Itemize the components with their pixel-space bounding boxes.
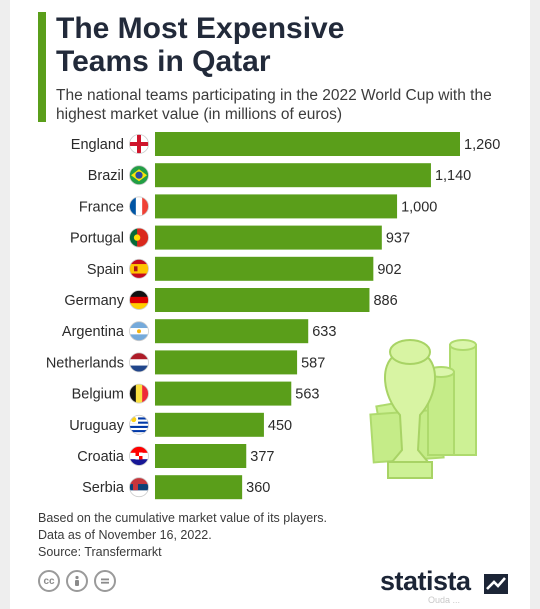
bar: [155, 381, 292, 406]
flag-netherlands-icon: [129, 352, 149, 373]
value-label: 450: [268, 418, 292, 434]
title-line-1: The Most Expensive: [56, 12, 345, 45]
footnote-source: Source: Transfermarkt: [38, 545, 162, 559]
value-label: 633: [312, 324, 336, 340]
flag-england-icon: [129, 134, 149, 154]
footnote-date: Data as of November 16, 2022.: [38, 528, 212, 542]
flag-spain-icon: [129, 258, 149, 279]
bar-chart: England 1,260 Brazil 1,140 France 1,000 Portug…: [46, 132, 500, 500]
title-line-2: Teams in Qatar: [56, 45, 271, 78]
category-label: Netherlands: [46, 355, 124, 371]
flag-uruguay-icon: [129, 414, 149, 435]
bar: [155, 163, 431, 188]
flag-argentina-icon: [129, 321, 149, 342]
category-label: Germany: [64, 293, 124, 309]
bar: [155, 225, 382, 250]
category-label: Belgium: [72, 387, 124, 403]
value-label: 587: [301, 355, 325, 371]
license-icons: cc: [38, 570, 116, 592]
bar: [155, 319, 309, 344]
bar: [155, 132, 460, 156]
title-accent-bar: [38, 12, 46, 122]
flag-serbia-icon: [129, 477, 149, 498]
flag-portugal-icon: [129, 227, 149, 248]
value-label: 886: [373, 293, 397, 309]
value-label: 937: [386, 231, 410, 247]
value-label: 377: [250, 449, 274, 465]
category-label: Serbia: [82, 480, 125, 496]
bar: [155, 444, 247, 468]
value-label: 1,140: [435, 168, 471, 184]
bar: [155, 194, 398, 219]
cc-icon[interactable]: cc: [38, 570, 60, 592]
bar: [155, 256, 374, 281]
nd-icon[interactable]: [94, 570, 116, 592]
value-label: 902: [377, 262, 401, 278]
bar: [155, 475, 243, 500]
value-label: 1,000: [401, 199, 437, 215]
bar: [155, 288, 370, 312]
watermark-text: Ouda ...: [428, 595, 461, 605]
by-icon[interactable]: [66, 570, 88, 592]
statista-logo-icon: [484, 574, 508, 594]
chart-title: The Most Expensive Teams in Qatar: [56, 12, 516, 78]
category-label: Brazil: [88, 168, 124, 184]
flag-belgium-icon: [129, 383, 149, 404]
trophy-money-icon: [369, 339, 477, 479]
category-label: France: [79, 199, 124, 215]
chart-subtitle: The national teams participating in the …: [56, 87, 492, 123]
bar: [155, 350, 298, 375]
value-label: 563: [295, 387, 319, 403]
statista-logo[interactable]: statista: [380, 566, 471, 596]
flag-croatia-icon: [129, 446, 149, 466]
flag-germany-icon: [129, 290, 149, 310]
footnotes: Based on the cumulative market value of …: [38, 510, 368, 561]
flag-brazil-icon: [129, 165, 149, 186]
frame-right: [530, 0, 540, 609]
value-label: 360: [246, 480, 270, 496]
category-label: England: [71, 137, 124, 153]
frame-left: [0, 0, 10, 609]
footnote-method: Based on the cumulative market value of …: [38, 511, 328, 525]
category-label: Portugal: [70, 231, 124, 247]
category-label: Spain: [87, 262, 124, 278]
category-label: Argentina: [62, 324, 125, 340]
category-label: Croatia: [77, 449, 125, 465]
flag-france-icon: [129, 196, 149, 217]
category-label: Uruguay: [69, 418, 125, 434]
bar: [155, 412, 264, 437]
value-label: 1,260: [464, 137, 500, 153]
